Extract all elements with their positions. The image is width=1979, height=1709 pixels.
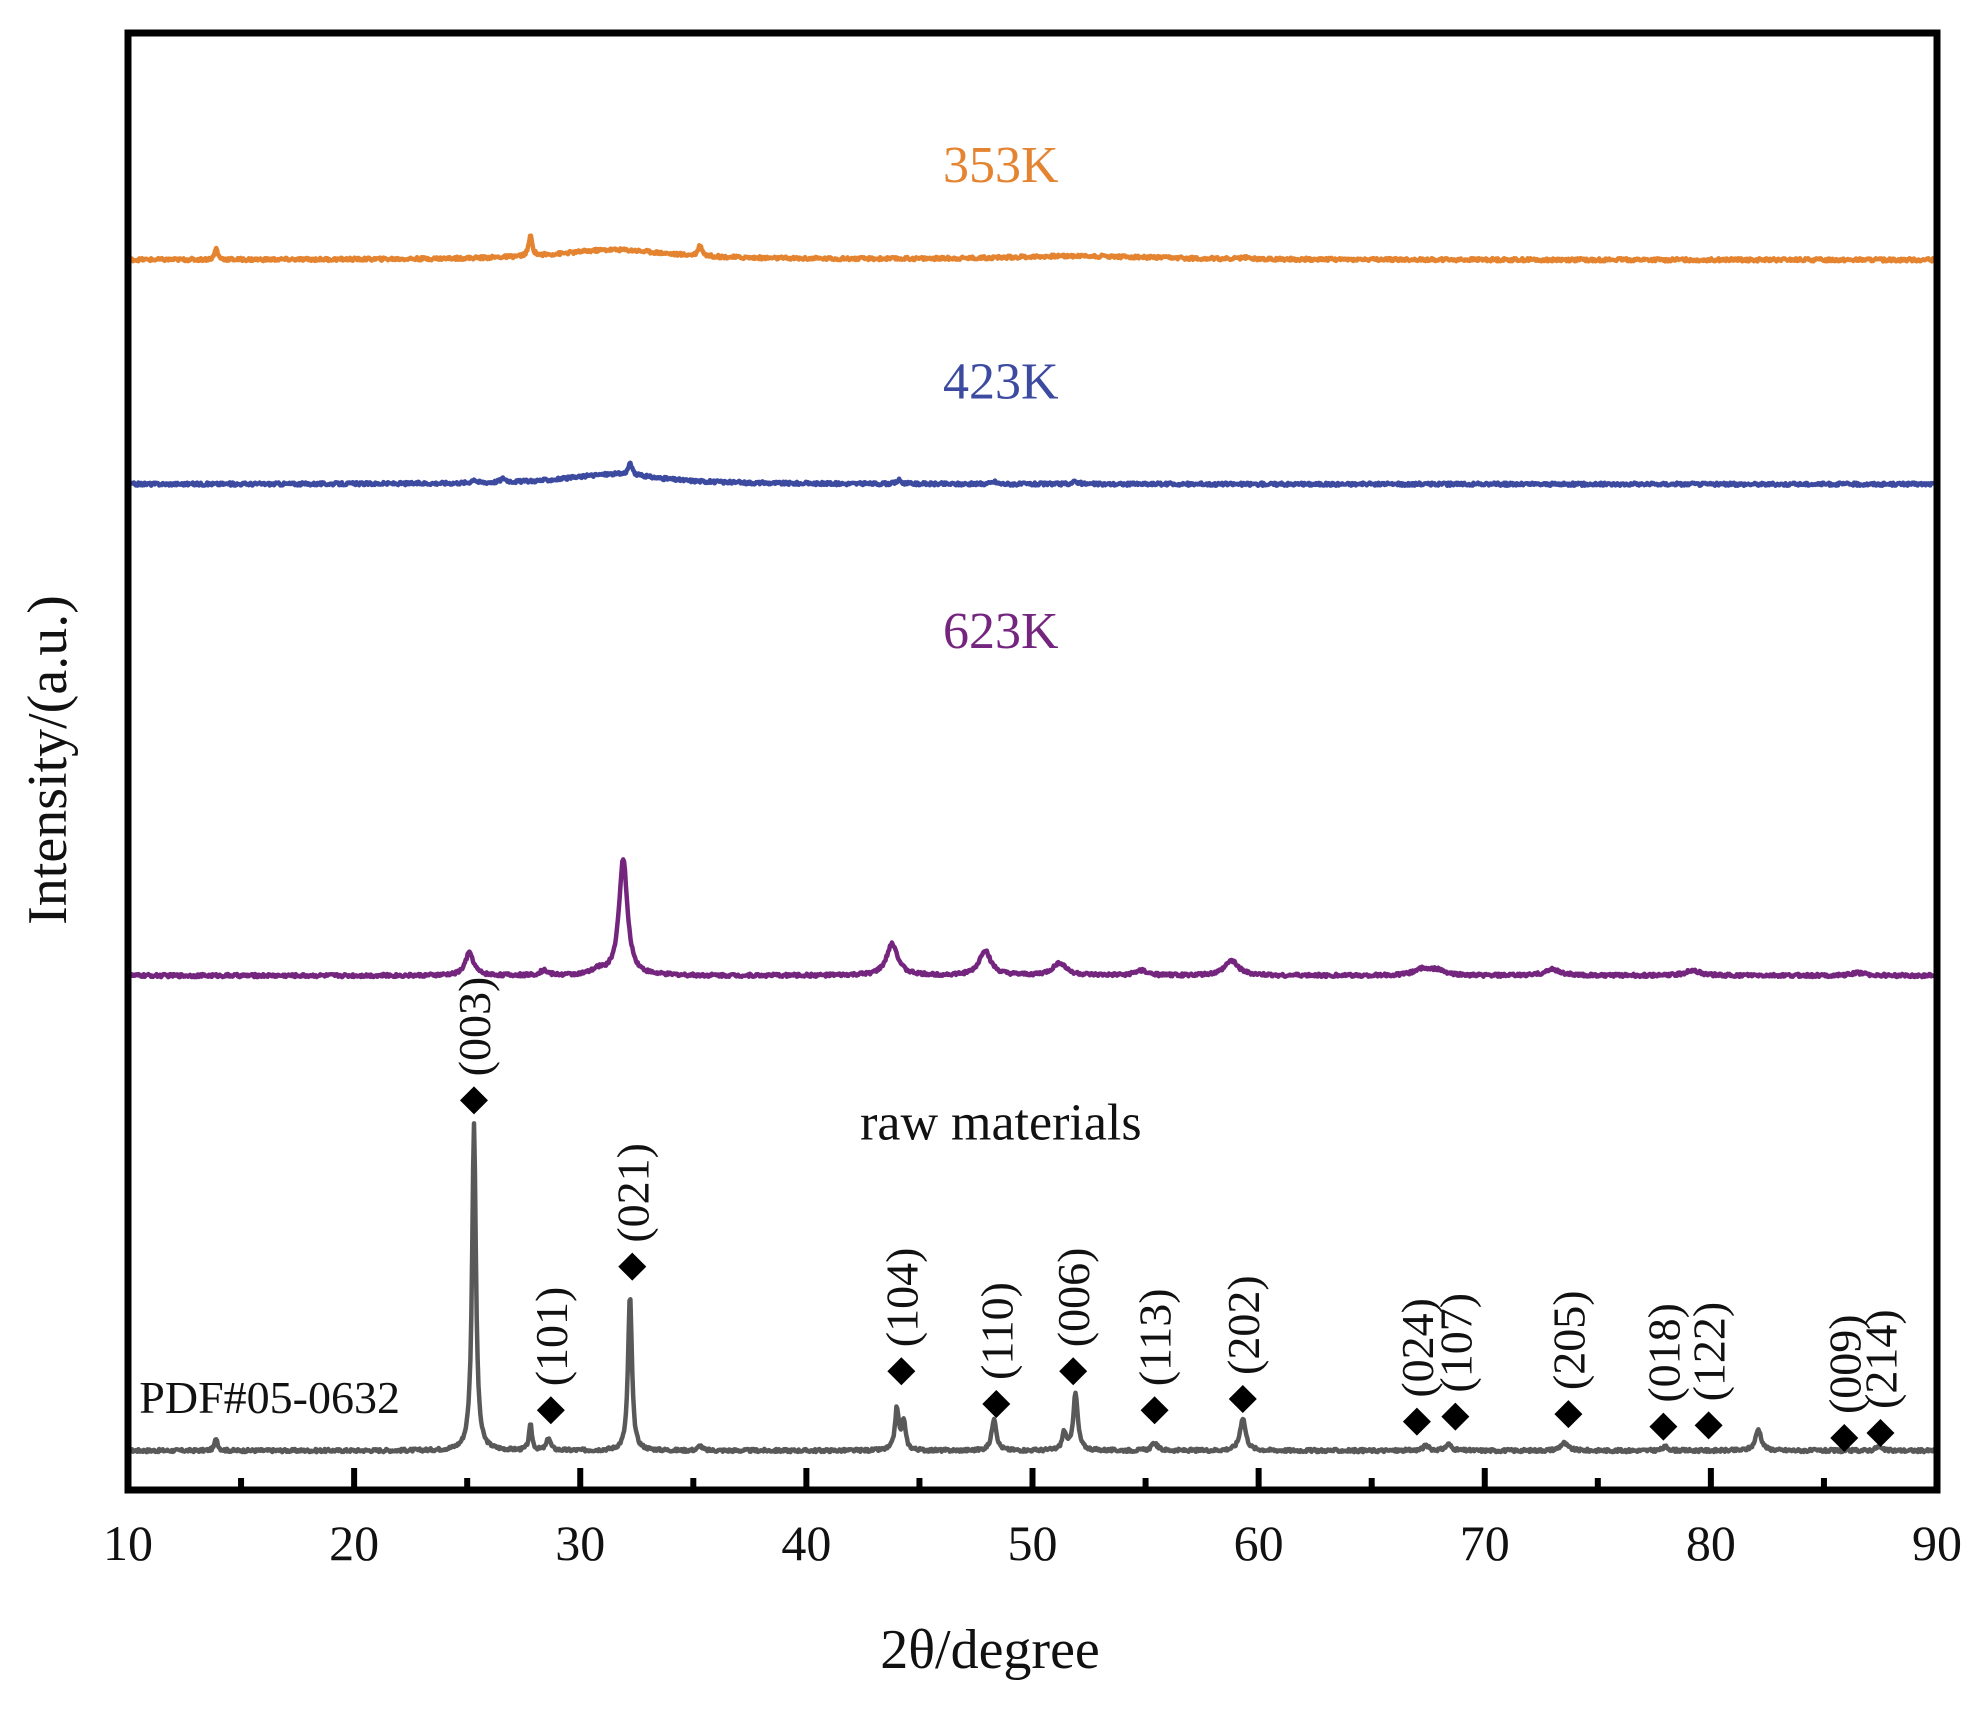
reflection-label: (003) (449, 977, 500, 1077)
series-label-raw-materials: raw materials (860, 1094, 1142, 1151)
reflection-label: (107) (1430, 1293, 1481, 1393)
reflection-label: (214) (1855, 1309, 1906, 1409)
x-tick-label: 60 (1234, 1515, 1284, 1571)
reflection-label: (101) (526, 1287, 577, 1387)
series-line-raw-materials (127, 1121, 1938, 1455)
reflection-diamond-marker (536, 1396, 565, 1425)
reflection-label: (202) (1218, 1275, 1269, 1375)
reflection-diamond-marker (1402, 1407, 1431, 1436)
reflection-diamond-marker (1228, 1384, 1257, 1413)
annotation-layer: 353K 423K 623K raw materials PDF#05-0632 (003… (139, 137, 1906, 1453)
reflection-label: (021) (607, 1143, 658, 1243)
reflection-label: (122) (1684, 1302, 1735, 1402)
x-tick-label: 40 (781, 1515, 831, 1571)
x-tick-label: 30 (555, 1515, 605, 1571)
series-line-423K (126, 460, 1937, 488)
reflection-diamond-marker (1830, 1424, 1859, 1453)
reflection-diamond-marker (1059, 1357, 1088, 1386)
reflection-diamond-marker (982, 1390, 1011, 1418)
reflection-label: (104) (876, 1248, 927, 1348)
series-label-623K: 623K (943, 603, 1059, 660)
x-tick-label: 20 (329, 1515, 379, 1571)
reflection-label: (009) (1819, 1314, 1870, 1414)
x-tick-label: 50 (1008, 1515, 1058, 1571)
x-tick-label: 90 (1912, 1515, 1962, 1571)
reflection-label: (024) (1392, 1298, 1443, 1398)
reflection-diamond-marker (1866, 1418, 1895, 1447)
x-tick-label: 70 (1460, 1515, 1510, 1571)
series-label-353K: 353K (943, 137, 1059, 194)
reflection-label: (113) (1130, 1288, 1181, 1386)
reflection-label: (205) (1543, 1290, 1594, 1390)
x-tick-label: 80 (1686, 1515, 1736, 1571)
x-tick-label: 10 (103, 1515, 153, 1571)
series-layer (126, 233, 1938, 1455)
reflection-diamond-marker (1441, 1402, 1470, 1431)
reflection-label: (110) (971, 1282, 1022, 1380)
reflection-diamond-marker (1694, 1411, 1723, 1440)
x-axis-label: 2θ/degree (880, 1619, 1100, 1681)
reflection-diamond-marker (1649, 1412, 1678, 1441)
x-axis-ticks: 10 20 30 40 50 60 70 80 90 (103, 1468, 1962, 1571)
series-line-353K (127, 233, 1938, 264)
reflection-diamond-marker (887, 1357, 916, 1386)
reference-label: PDF#05-0632 (139, 1372, 400, 1423)
series-line-623K (126, 857, 1937, 980)
reflection-label: (018) (1638, 1303, 1689, 1403)
reflection-diamond-marker (1140, 1396, 1169, 1425)
reflection-diamond-marker (459, 1086, 488, 1115)
y-axis-label: Intensity/(a.u.) (17, 595, 79, 925)
series-label-423K: 423K (943, 354, 1059, 411)
reflection-label: (006) (1048, 1248, 1099, 1348)
reflection-diamond-marker (1554, 1400, 1583, 1429)
reflection-diamond-marker (618, 1252, 647, 1281)
